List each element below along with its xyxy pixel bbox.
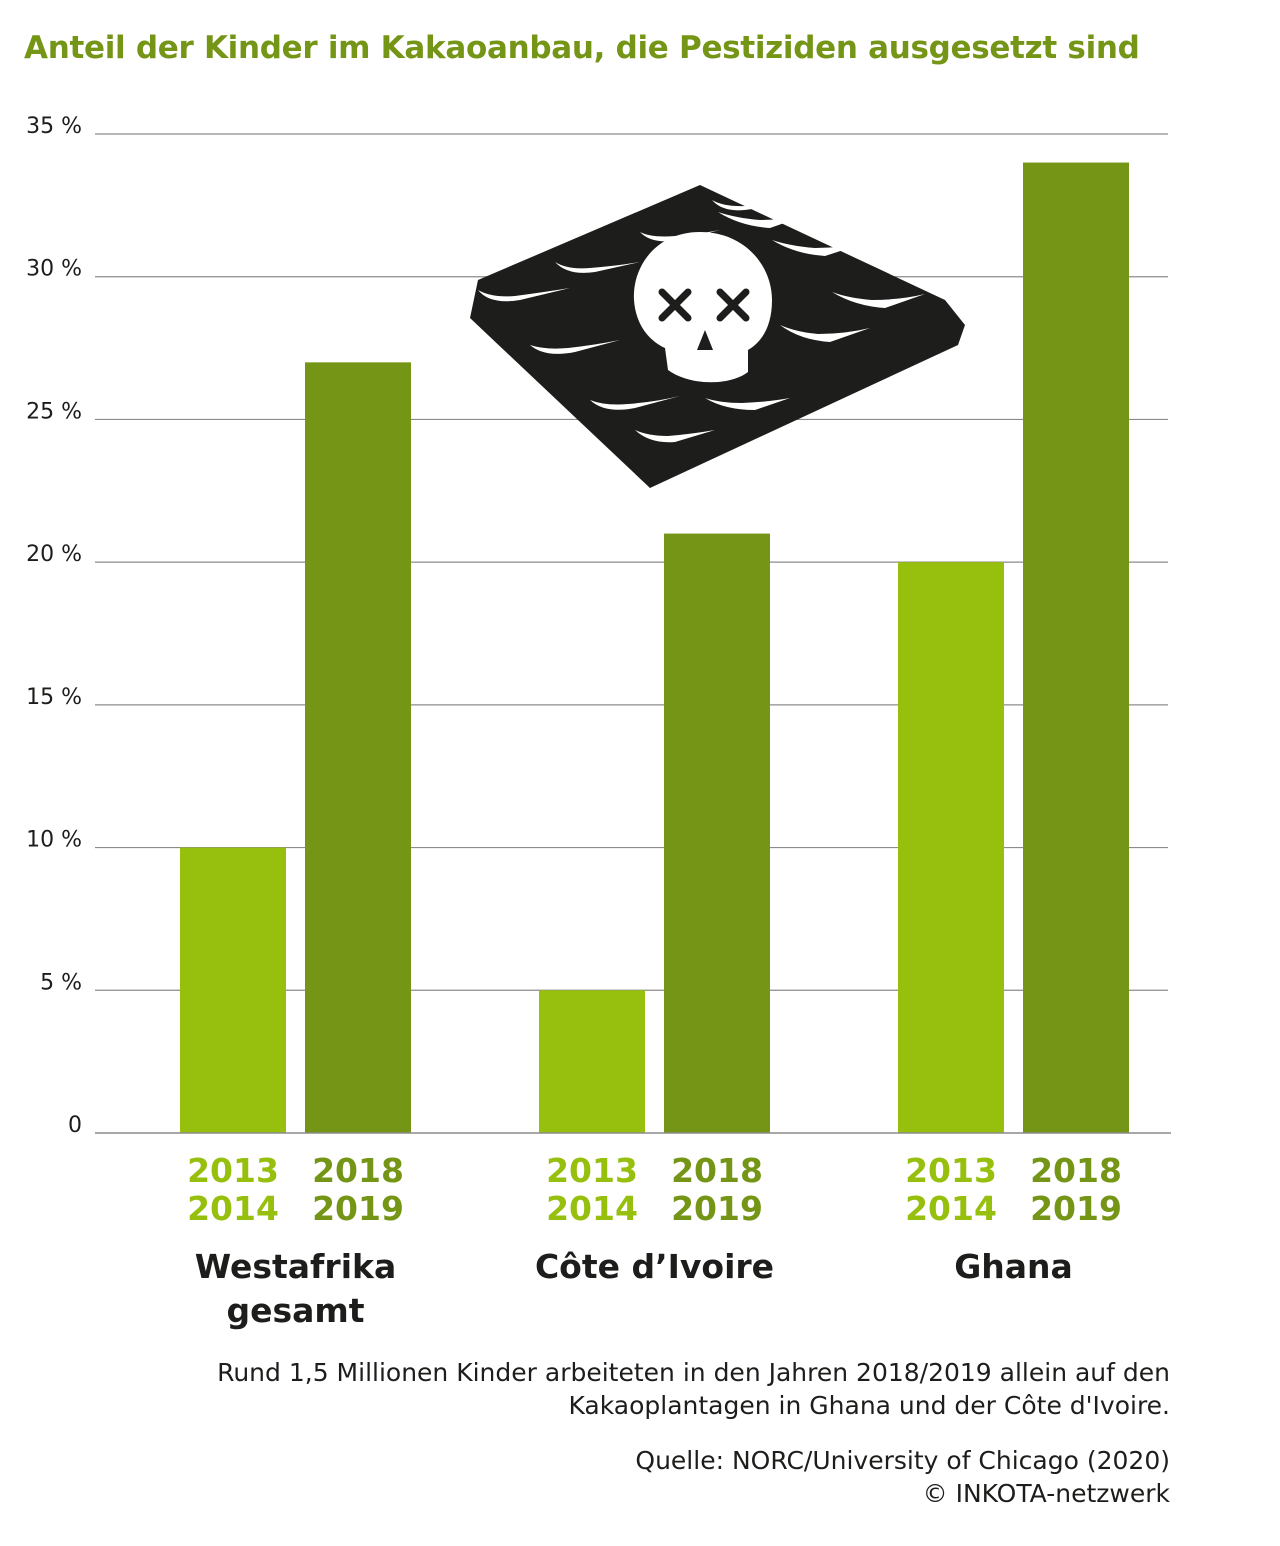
y-tick-label: 35 %	[26, 114, 82, 139]
y-tick-label: 15 %	[26, 685, 82, 710]
series-year-label: 2018	[671, 1151, 763, 1190]
category-label: gesamt	[226, 1291, 364, 1330]
series-year-label: 2013	[187, 1151, 279, 1190]
copyright-line: © INKOTA-netzwerk	[922, 1479, 1170, 1508]
footnote-line-2: Kakaoplantagen in Ghana und der Côte d'I…	[568, 1391, 1170, 1420]
y-tick-label: 10 %	[26, 828, 82, 853]
y-tick-label: 5 %	[40, 970, 82, 995]
series-year-label: 2014	[187, 1189, 279, 1228]
y-tick-label: 25 %	[26, 399, 82, 424]
series-year-label: 2014	[905, 1189, 997, 1228]
chart-title: Anteil der Kinder im Kakaoanbau, die Pes…	[24, 30, 1140, 66]
series-year-label: 2018	[1030, 1151, 1122, 1190]
series-year-label: 2013	[546, 1151, 638, 1190]
series-year-label: 2018	[312, 1151, 404, 1190]
series-year-label: 2019	[312, 1189, 404, 1228]
source-credit: Quelle: NORC/University of Chicago (2020…	[635, 1444, 1170, 1510]
bar	[539, 990, 645, 1133]
x-axis-labels: 2013201420182019Westafrikagesamt20132014…	[187, 1151, 1122, 1330]
series-year-label: 2014	[546, 1189, 638, 1228]
chocolate-bar-skull-icon	[470, 185, 965, 488]
bars	[180, 162, 1129, 1134]
bar	[898, 562, 1004, 1133]
y-tick-label: 30 %	[26, 257, 82, 282]
y-tick-label: 0	[68, 1113, 82, 1138]
bar	[305, 362, 411, 1133]
category-label: Ghana	[954, 1247, 1073, 1286]
series-year-label: 2019	[1030, 1189, 1122, 1228]
category-label: Côte d’Ivoire	[535, 1247, 774, 1286]
series-year-label: 2013	[905, 1151, 997, 1190]
y-tick-label: 20 %	[26, 542, 82, 567]
bar	[664, 533, 770, 1133]
series-year-label: 2019	[671, 1189, 763, 1228]
footnote-line-1: Rund 1,5 Millionen Kinder arbeiteten in …	[217, 1358, 1170, 1387]
bar	[1023, 162, 1129, 1134]
footnote: Rund 1,5 Millionen Kinder arbeiteten in …	[217, 1356, 1170, 1422]
source-line: Quelle: NORC/University of Chicago (2020…	[635, 1446, 1170, 1475]
bar	[180, 847, 286, 1133]
y-axis-labels: 0 5 % 10 % 15 % 20 % 25 % 30 % 35 %	[26, 114, 82, 1138]
category-label: Westafrika	[195, 1247, 396, 1286]
